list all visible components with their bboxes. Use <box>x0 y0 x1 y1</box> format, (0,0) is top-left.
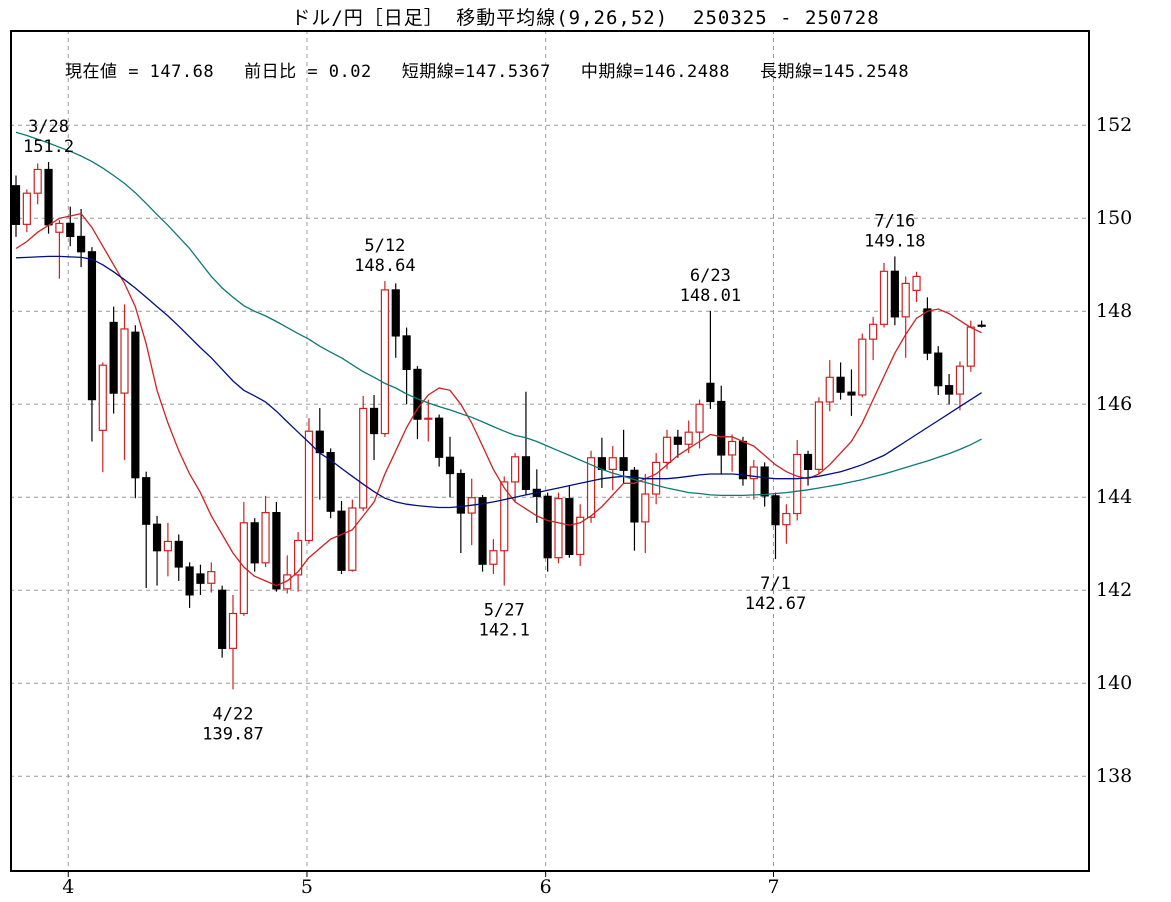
y-axis-label: 144 <box>1096 486 1133 509</box>
annotation-value: 142.67 <box>745 594 806 614</box>
annotation-value: 149.18 <box>864 231 925 251</box>
annotation-date: 3/28 <box>28 117 69 137</box>
x-axis-label: 5 <box>300 876 313 898</box>
annotation-value: 151.2 <box>23 137 74 157</box>
status-current-value: 現在値 = 147.68 <box>64 62 215 82</box>
y-axis-label: 146 <box>1096 393 1133 416</box>
y-axis-label: 140 <box>1096 672 1133 695</box>
status-ma-mid: 中期線=146.2488 <box>580 62 730 82</box>
status-prev-day-change: 前日比 = 0.02 <box>244 62 372 82</box>
annotation-date: 6/23 <box>690 266 731 286</box>
plot-area: 3/28 151.2 4/22 139.87 5/12 148.64 5/27 142.1 6/… <box>10 30 1090 880</box>
y-axis-label: 150 <box>1096 207 1133 230</box>
y-axis-label: 138 <box>1096 765 1133 788</box>
x-axis-label: 6 <box>539 876 552 898</box>
annotation-value: 148.01 <box>680 286 741 306</box>
y-axis-label: 148 <box>1096 300 1133 323</box>
chart-title: ドル/円［日足］ 移動平均線(9,26,52) 250325 - 250728 <box>291 7 880 29</box>
x-axis-label: 4 <box>62 876 75 898</box>
status-ma-long: 長期線=145.2548 <box>759 62 910 82</box>
annotation-date: 5/12 <box>364 236 405 256</box>
annotation-date: 7/16 <box>874 211 915 231</box>
annotation-value: 148.64 <box>354 256 415 276</box>
y-axis-label: 152 <box>1096 114 1133 137</box>
status-ma-short: 短期線=147.5367 <box>401 62 551 82</box>
annotation-value: 139.87 <box>202 724 263 744</box>
status-bar: 現在値 = 147.68 前日比 = 0.02 短期線=147.5367 中期線=14… <box>22 37 939 102</box>
annotation-date: 5/27 <box>484 601 525 621</box>
annotation-date: 4/22 <box>213 704 254 724</box>
annotation-date: 7/1 <box>760 574 791 594</box>
annotation-value: 142.1 <box>479 621 530 641</box>
y-axis-label: 142 <box>1096 579 1133 602</box>
x-axis-label: 7 <box>767 876 780 898</box>
